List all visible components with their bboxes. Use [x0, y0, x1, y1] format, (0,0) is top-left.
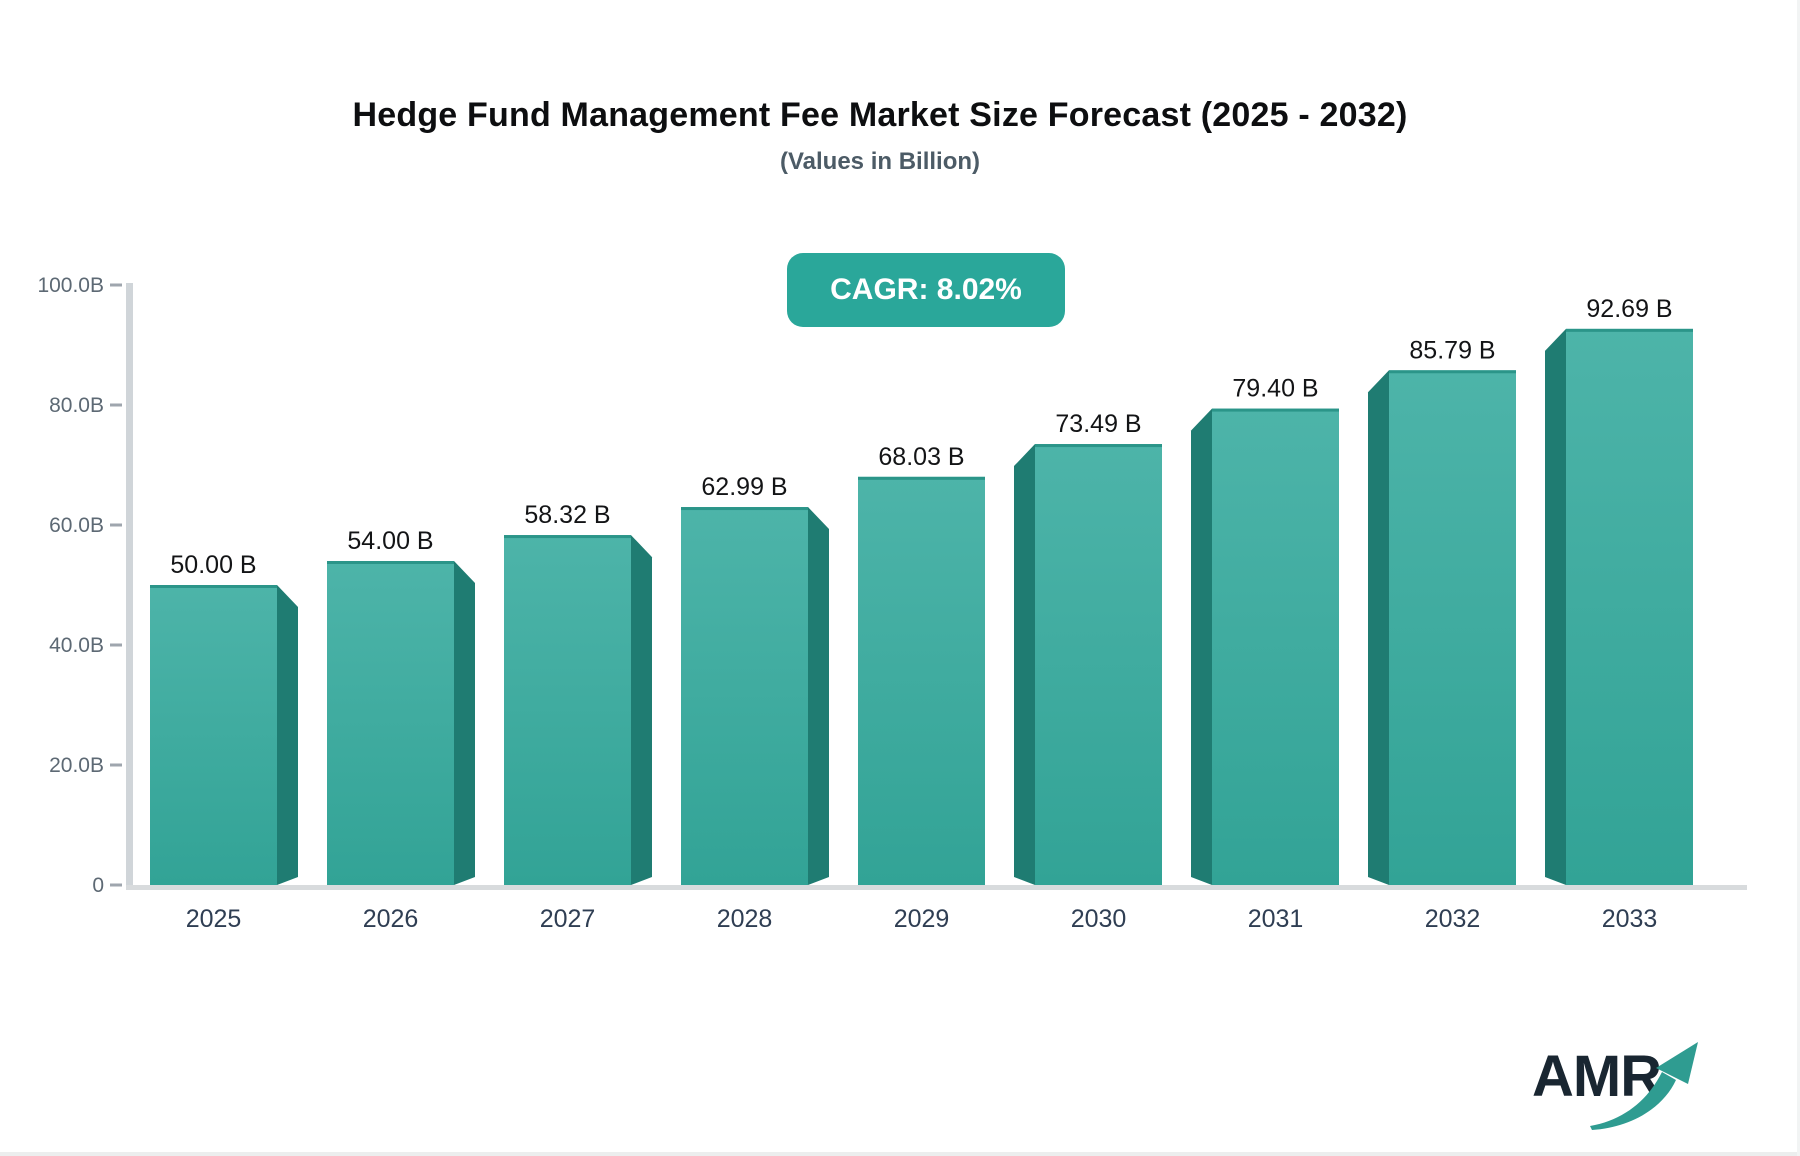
- bar-top-edge: [858, 476, 985, 480]
- bar-face: [1566, 328, 1693, 885]
- bar-value-label: 54.00 B: [347, 527, 433, 555]
- bar-group: 68.03 B 2029: [858, 443, 985, 933]
- chart-title: Hedge Fund Management Fee Market Size Fo…: [352, 96, 1408, 134]
- amr-logo: AMR: [1532, 1042, 1698, 1130]
- bar-value-label: 58.32 B: [524, 501, 610, 529]
- bar-top-edge: [150, 585, 277, 588]
- x-axis-line: [126, 885, 1747, 890]
- bar-value-label: 68.03 B: [878, 443, 964, 471]
- bar-top-edge: [681, 507, 808, 511]
- bar-group: 79.40 B 2031: [1191, 375, 1339, 933]
- logo-arrow-icon: [1590, 1072, 1676, 1130]
- y-tick-mark: [110, 643, 122, 647]
- y-tick-mark: [110, 763, 122, 767]
- y-tick-label: 0: [92, 874, 104, 897]
- bottom-border: [0, 1152, 1800, 1156]
- y-tick-label: 100.0B: [37, 274, 104, 297]
- x-tick-label: 2027: [540, 905, 596, 933]
- bar-face: [150, 585, 277, 885]
- bar-face: [327, 561, 454, 885]
- x-tick-label: 2030: [1071, 905, 1127, 933]
- bar-side-panel: [631, 535, 652, 885]
- cagr-badge: CAGR: 8.02%: [787, 253, 1065, 327]
- bar-side-panel: [1014, 444, 1035, 885]
- bar-value-label: 73.49 B: [1055, 410, 1141, 438]
- bar-side-panel: [277, 585, 298, 885]
- bar-face: [1389, 370, 1516, 885]
- logo-arrowhead-icon: [1656, 1042, 1698, 1084]
- bar-side-panel: [1368, 370, 1389, 885]
- bar-face: [681, 507, 808, 885]
- bar-face: [858, 476, 985, 885]
- bar-side-panel: [1545, 328, 1566, 885]
- y-tick-mark: [110, 883, 122, 887]
- y-tick-mark: [110, 523, 122, 527]
- bar-face: [1212, 408, 1339, 885]
- bar-group: 50.00 B 2025: [150, 551, 298, 933]
- y-tick-mark: [110, 403, 122, 407]
- y-tick-label: 20.0B: [49, 754, 104, 777]
- x-tick-label: 2026: [363, 905, 419, 933]
- bar-face: [1035, 444, 1162, 885]
- bar-face: [504, 535, 631, 885]
- y-tick-label: 80.0B: [49, 394, 104, 417]
- bar-group: 54.00 B 2026: [327, 527, 475, 933]
- y-axis-line: [126, 283, 133, 890]
- bar-group: 62.99 B 2028: [681, 473, 829, 933]
- bar-top-edge: [1566, 328, 1693, 332]
- bar-value-label: 50.00 B: [170, 551, 256, 579]
- bar-side-panel: [1191, 408, 1212, 885]
- x-tick-label: 2031: [1248, 905, 1304, 933]
- bar-value-label: 62.99 B: [701, 473, 787, 501]
- bar-group: 85.79 B 2032: [1368, 336, 1516, 933]
- bar-side-panel: [808, 507, 829, 885]
- chart-subtitle: (Values in Billion): [779, 148, 981, 175]
- bar-value-label: 85.79 B: [1409, 336, 1495, 364]
- y-tick-mark: [110, 283, 122, 287]
- bars-layer: 50.00 B 2025 54.00 B 2026 58.32 B 2027 62.99 B…: [150, 295, 1693, 933]
- bar-top-edge: [1389, 370, 1516, 374]
- x-tick-label: 2029: [894, 905, 950, 933]
- bar-group: 92.69 B 2033: [1545, 295, 1693, 933]
- bar-value-label: 79.40 B: [1232, 375, 1318, 403]
- y-tick-label: 60.0B: [49, 514, 104, 537]
- amr-logo-text: AMR: [1532, 1044, 1661, 1109]
- bar-value-label: 92.69 B: [1586, 295, 1672, 323]
- bar-top-edge: [327, 561, 454, 564]
- x-tick-label: 2032: [1425, 905, 1481, 933]
- x-tick-label: 2028: [717, 905, 773, 933]
- bar-group: 73.49 B 2030: [1014, 410, 1162, 933]
- bar-top-edge: [504, 535, 631, 539]
- x-tick-label: 2025: [186, 905, 242, 933]
- axis-layer: 0 20.0B 40.0B 60.0B 80.0B 100.0B: [37, 274, 1747, 897]
- bar-side-panel: [454, 561, 475, 885]
- bar-top-edge: [1035, 444, 1162, 448]
- right-border: [1797, 0, 1800, 1156]
- bar-group: 58.32 B 2027: [504, 501, 652, 933]
- y-tick-label: 40.0B: [49, 634, 104, 657]
- x-tick-label: 2033: [1602, 905, 1658, 933]
- bar-top-edge: [1212, 408, 1339, 412]
